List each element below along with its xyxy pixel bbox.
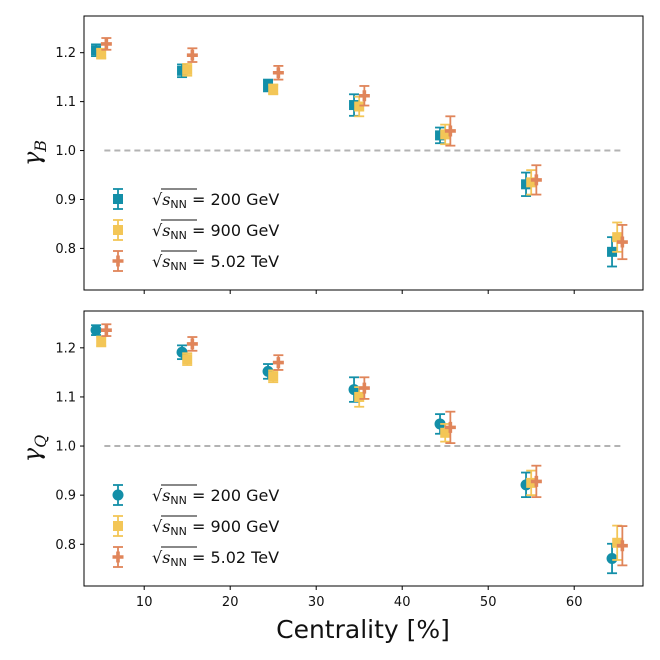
legend-label: √sNN = 5.02 TeV [152,548,279,569]
data-point [440,427,451,438]
y-tick-label: 1.0 [55,440,76,455]
data-point [268,371,279,382]
data-point [616,540,628,552]
data-point [444,421,456,433]
x-tick-label: 40 [394,595,411,610]
legend: √sNN = 200 GeV √sNN = 900 GeV √sNN = 5.02 … [112,484,279,569]
data-point [440,129,451,140]
legend-label: √sNN = 900 GeV [152,517,279,538]
legend-label: √sNN = 900 GeV [152,221,279,242]
x-tick-label: 30 [308,595,325,610]
data-point [186,338,198,350]
data-point [358,90,370,102]
data-point [354,101,365,112]
legend-marker [113,521,123,531]
y-tick-label: 0.8 [55,538,76,553]
data-point [435,130,446,141]
data-point [444,125,456,137]
data-point [616,236,628,248]
data-point [268,84,279,95]
data-point [177,65,188,76]
data-point [521,179,532,190]
data-point [530,475,542,487]
data-point [526,177,537,188]
x-axis-label: Centrality [%] [276,615,450,644]
x-tick-label: 50 [480,595,497,610]
legend-label: √sNN = 200 GeV [152,486,279,507]
y-tick-label: 1.1 [55,95,76,110]
top-panel: 0.8 0.9 1.0 1.1 1.2 γB √sNN = 200 GeV √sNN = 90… [18,15,644,294]
y-tick-label: 0.8 [55,242,76,257]
data-point [358,382,370,394]
legend-marker [113,194,123,204]
legend-label: √sNN = 5.02 TeV [152,252,279,273]
y-tick-label: 0.9 [55,489,76,504]
y-tick-label: 0.9 [55,193,76,208]
data-point [186,49,198,61]
y-axis-label: γQ [18,435,50,462]
axes-frame [83,15,644,291]
data-point [607,246,618,257]
data-point [354,391,365,402]
data-point [182,354,193,365]
y-tick-label: 1.0 [55,144,76,159]
legend-marker [112,489,124,501]
series-900-gev [96,335,623,561]
data-point [182,64,193,75]
x-tick-label: 60 [566,595,583,610]
data-point [91,45,102,56]
y-axis-label: γB [18,140,50,166]
series-5-02-tev [100,323,628,567]
data-point [606,553,618,564]
legend-marker [112,551,124,563]
axes-frame [83,310,644,587]
series-5-02-tev [100,37,628,261]
y-tick-label: 1.1 [55,390,76,405]
x-tick-label: 20 [222,595,239,610]
y-tick-label: 1.2 [55,341,76,356]
data-point [434,418,446,430]
data-point [530,174,542,186]
legend-marker [112,255,124,267]
data-point [263,80,274,91]
data-point [272,67,284,79]
data-point [272,357,284,369]
data-point [612,537,623,548]
data-point [90,324,102,336]
data-point [96,336,107,347]
series-200-gev [91,43,618,268]
y-tick-label: 1.2 [55,46,76,61]
data-point [100,38,112,50]
data-point [100,324,112,336]
x-tick-label: 10 [136,595,153,610]
data-point [612,232,623,243]
data-point [349,100,360,111]
bottom-panel: 0.8 0.9 1.0 1.1 1.2 10 20 30 40 50 60 γQ √sNN = 200 … [18,310,644,610]
legend-marker [113,225,123,235]
legend-label: √sNN = 200 GeV [152,190,279,211]
data-point [96,48,107,59]
legend: √sNN = 200 GeV √sNN = 900 GeV √sNN = 5.02 … [112,188,279,273]
